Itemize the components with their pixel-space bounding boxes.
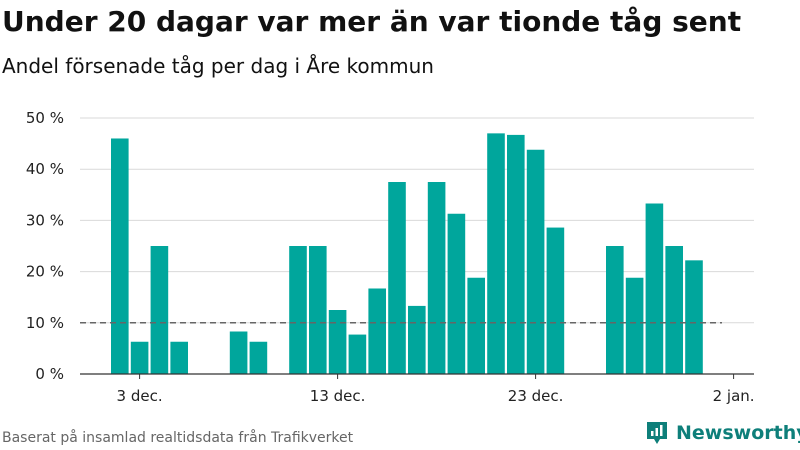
- bar: [546, 227, 565, 374]
- chart-subtitle: Andel försenade tåg per dag i Åre kommun: [2, 54, 434, 78]
- bar: [111, 138, 129, 374]
- bar: [685, 260, 703, 374]
- bar: [408, 305, 426, 374]
- y-tick-label: 0 %: [35, 365, 64, 383]
- source-note: Baserat på insamlad realtidsdata från Tr…: [2, 430, 354, 446]
- bar: [368, 288, 386, 374]
- bar: [507, 134, 525, 374]
- bar: [328, 310, 347, 374]
- y-tick-label: 30 %: [26, 211, 64, 229]
- x-tick-label: 13 dec.: [310, 387, 366, 405]
- newsworthy-logo-icon: [647, 422, 667, 444]
- bar: [289, 246, 307, 374]
- bar: [467, 277, 485, 374]
- x-tick-label: 2 jan.: [713, 387, 755, 405]
- bar: [130, 341, 149, 374]
- y-tick-label: 50 %: [26, 109, 64, 127]
- bar: [388, 182, 406, 374]
- axes: 0 % 10 % 20 % 30 % 40 % 50 % 3 dec. 13 dec. 23 d…: [26, 109, 755, 405]
- bars: [111, 133, 703, 374]
- y-tick-label: 40 %: [26, 160, 64, 178]
- y-tick-label: 20 %: [26, 263, 64, 281]
- brand-logo: Newsworthy: [644, 419, 800, 447]
- bar: [150, 246, 169, 374]
- bar: [645, 203, 664, 374]
- y-tick-label: 10 %: [26, 314, 64, 332]
- bar: [625, 277, 644, 374]
- chart-title: Under 20 dagar var mer än var tionde tåg…: [2, 5, 742, 38]
- bar: [427, 182, 446, 374]
- brand-name: Newsworthy: [676, 422, 800, 444]
- x-tick-label: 23 dec.: [508, 387, 564, 405]
- bar: [447, 213, 466, 374]
- bar: [487, 133, 505, 374]
- bar: [309, 246, 327, 374]
- bar: [526, 149, 545, 374]
- bar: [348, 334, 367, 374]
- x-tick-label: 3 dec.: [117, 387, 163, 405]
- bar: [665, 246, 683, 374]
- bar: [249, 341, 268, 374]
- bar: [606, 246, 624, 374]
- bar: [229, 331, 248, 374]
- bar: [170, 341, 188, 374]
